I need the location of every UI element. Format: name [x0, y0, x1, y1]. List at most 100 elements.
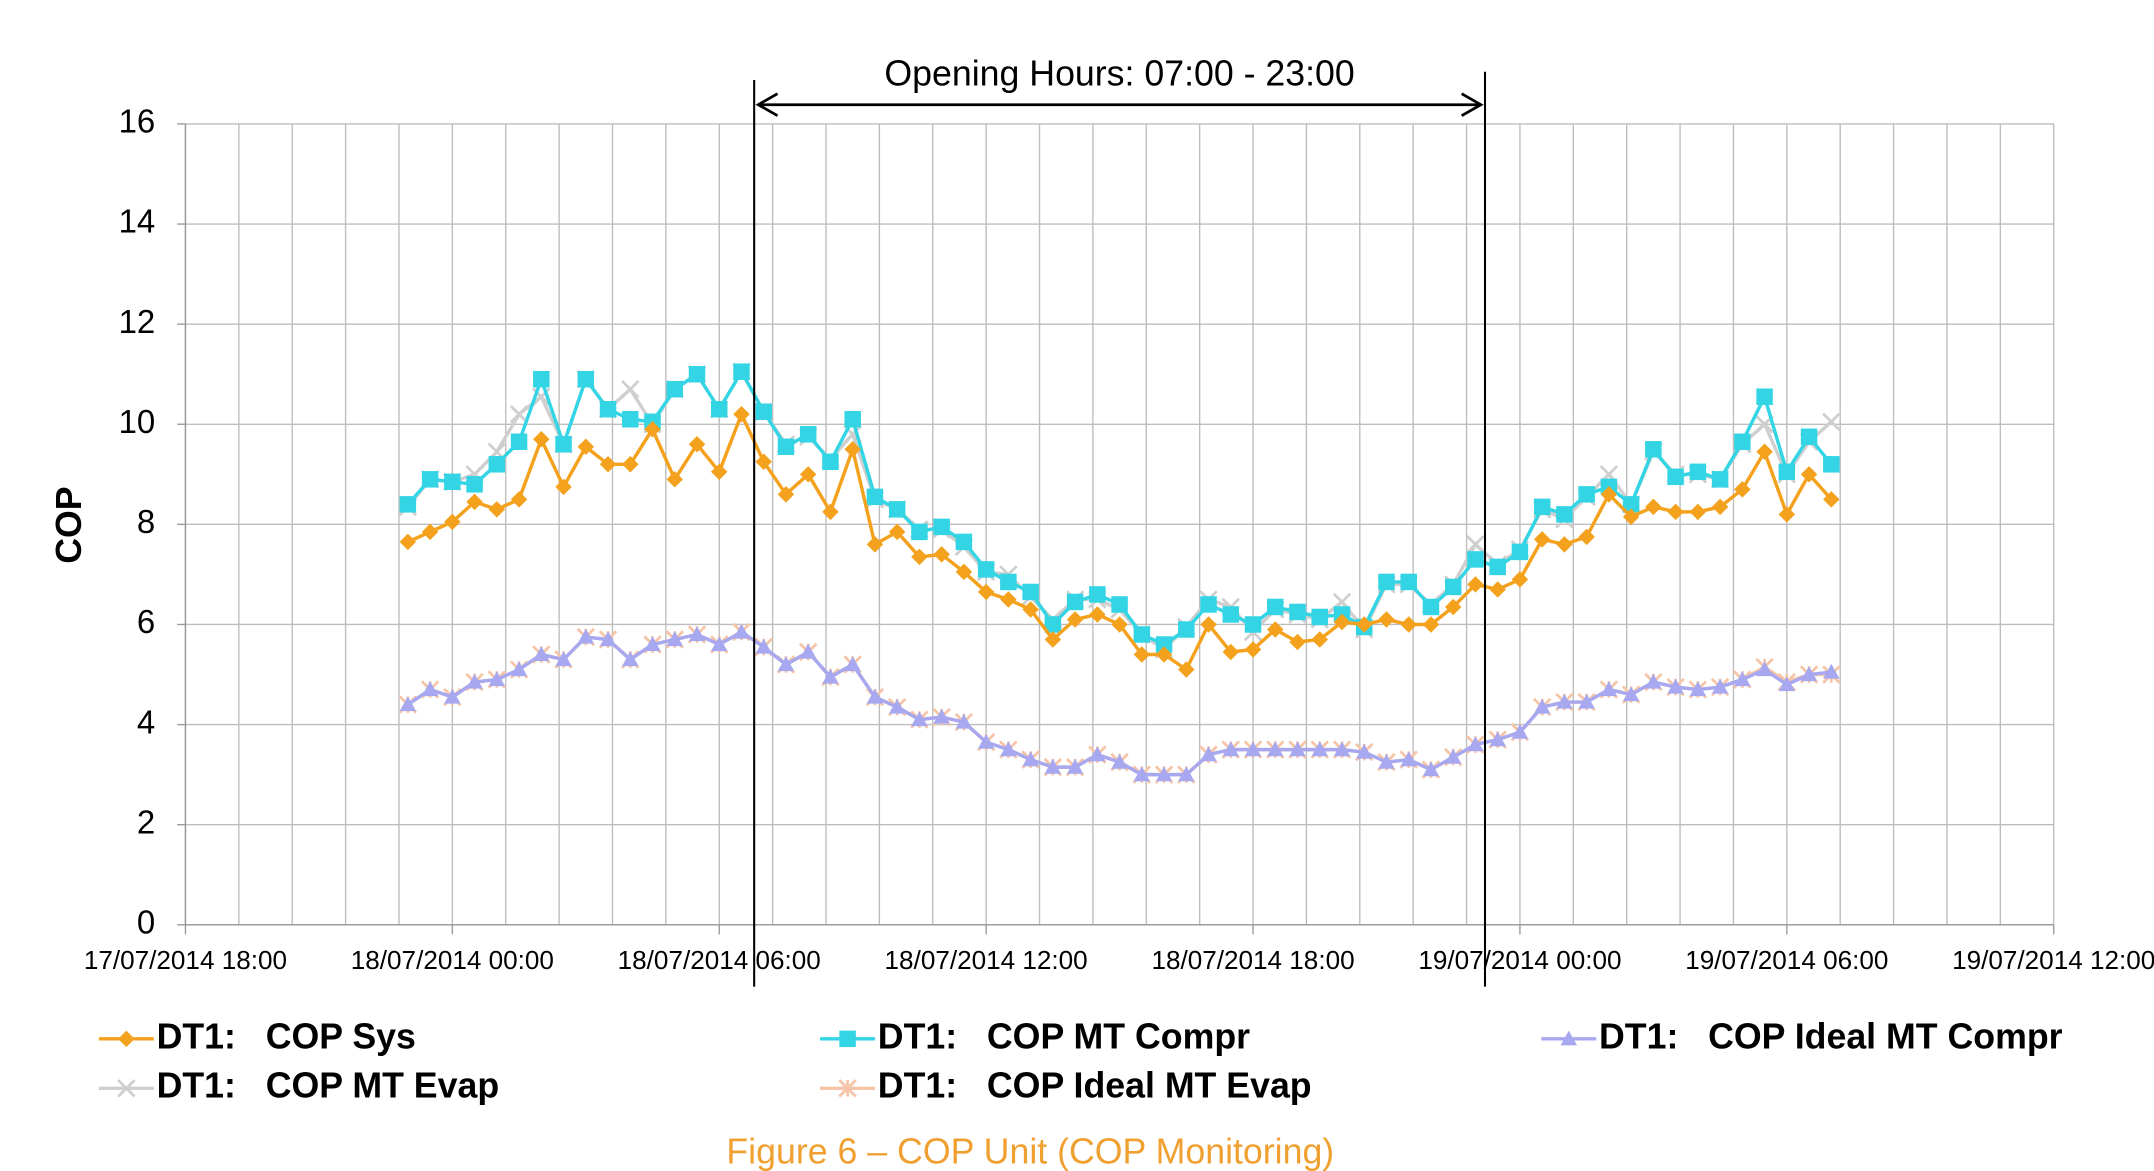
series-line: [406, 629, 1832, 777]
marker: [1467, 736, 1484, 752]
marker: [621, 380, 640, 399]
marker: [1378, 573, 1395, 591]
marker: [1066, 593, 1084, 611]
arrow-head: [1460, 92, 1484, 117]
marker: [1000, 591, 1017, 608]
marker: [1489, 558, 1506, 576]
x-tick-label: 19/07/2014 00:00: [1418, 945, 1621, 975]
marker: [644, 636, 661, 652]
marker: [555, 478, 572, 496]
marker: [1622, 496, 1640, 513]
marker: [1778, 676, 1796, 692]
marker: [1111, 753, 1128, 769]
marker: [488, 456, 506, 473]
marker: [399, 496, 417, 513]
marker: [711, 463, 728, 481]
marker: [777, 656, 795, 672]
marker: [777, 438, 795, 456]
marker: [1044, 758, 1062, 774]
marker: [1155, 636, 1173, 653]
marker: [755, 453, 772, 471]
marker: [755, 638, 772, 654]
y-tick-label: 16: [119, 103, 156, 140]
legend: DT1: COP Sys DT1: COP MT Compr DT1: COP Id…: [98, 1016, 2063, 1106]
marker: [1578, 528, 1595, 546]
marker: [1022, 601, 1039, 618]
marker: [1267, 621, 1284, 638]
marker: [888, 501, 906, 518]
marker: [1289, 741, 1306, 757]
marker: [599, 631, 617, 647]
y-tick-label: 6: [137, 603, 155, 640]
marker: [711, 401, 728, 418]
marker: [599, 401, 617, 418]
marker: [1578, 486, 1595, 503]
marker: [1311, 608, 1328, 626]
marker: [1578, 693, 1595, 709]
marker: [1800, 466, 1818, 483]
marker: [1600, 486, 1618, 503]
marker: [1089, 746, 1106, 762]
marker: [933, 518, 950, 536]
y-tick-label: 2: [137, 803, 155, 840]
marker: [1422, 616, 1440, 633]
marker: [117, 1079, 136, 1098]
y-tick-label: 14: [119, 203, 156, 240]
marker: [644, 421, 661, 438]
marker: [822, 668, 839, 684]
marker: [1400, 573, 1417, 591]
legend-label: DT1: COP MT Evap: [157, 1066, 500, 1106]
marker: [1355, 743, 1373, 759]
marker: [888, 523, 906, 541]
marker: [1155, 766, 1173, 782]
marker: [1600, 681, 1618, 697]
x-tick-label: 19/07/2014 12:00: [1952, 945, 2154, 975]
marker: [1378, 611, 1395, 628]
legend-label: DT1: COP Ideal MT Evap: [878, 1066, 1312, 1106]
marker: [533, 370, 550, 388]
figure-caption: Figure 6 – COP Unit (COP Monitoring): [726, 1132, 1334, 1171]
marker: [1422, 761, 1440, 777]
marker: [421, 681, 439, 697]
marker: [1400, 616, 1417, 633]
series: [399, 623, 1840, 782]
marker: [1289, 603, 1306, 621]
x-tick-label: 19/07/2014 06:00: [1685, 945, 1888, 975]
marker: [1734, 481, 1751, 498]
marker: [822, 453, 839, 471]
marker: [1333, 613, 1351, 631]
marker: [1560, 1030, 1578, 1046]
marker: [1511, 723, 1529, 739]
marker: [1022, 751, 1039, 767]
marker: [733, 363, 750, 380]
marker: [1756, 443, 1773, 461]
marker: [1311, 741, 1328, 757]
marker: [1444, 748, 1462, 764]
marker: [711, 636, 728, 652]
marker: [1178, 766, 1195, 782]
marker: [1689, 463, 1707, 481]
marker: [1444, 598, 1462, 616]
marker: [622, 651, 639, 667]
marker: [555, 651, 572, 667]
marker: [1400, 751, 1417, 767]
arrow-head: [755, 92, 779, 117]
marker: [977, 561, 995, 578]
marker: [688, 436, 706, 453]
marker: [555, 436, 572, 453]
marker: [1222, 741, 1240, 757]
marker: [1734, 433, 1751, 451]
marker: [666, 631, 684, 647]
marker: [1333, 741, 1351, 757]
marker: [1645, 673, 1662, 689]
marker: [509, 405, 529, 424]
marker: [1622, 686, 1640, 702]
marker: [1000, 741, 1017, 757]
marker: [866, 488, 884, 506]
marker: [1178, 621, 1195, 638]
marker: [1267, 741, 1284, 757]
marker: [1756, 661, 1773, 677]
marker: [1689, 503, 1707, 521]
y-tick-label: 0: [137, 904, 155, 941]
marker: [533, 646, 550, 662]
